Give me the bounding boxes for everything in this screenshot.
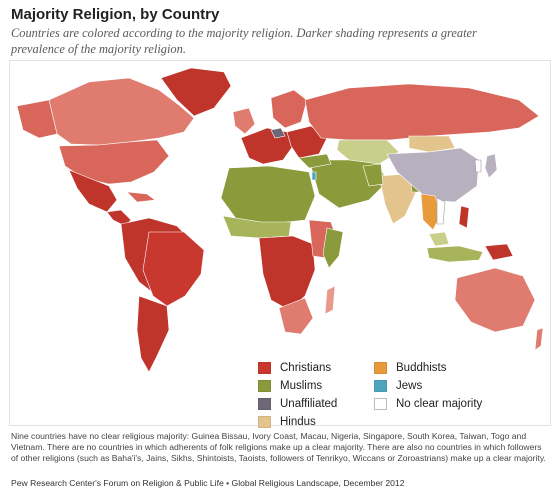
- region-brazil: [142, 231, 205, 307]
- region-southern-africa: [278, 297, 314, 335]
- map-frame: [9, 60, 551, 426]
- region-russia: [304, 83, 540, 141]
- region-vietnam: [436, 197, 446, 225]
- page-title: Majority Religion, by Country: [11, 6, 220, 23]
- region-scandinavia: [270, 89, 308, 129]
- region-north-africa: [220, 165, 316, 225]
- page-subtitle: Countries are colored according to the m…: [11, 26, 477, 56]
- source-line: Pew Research Center's Forum on Religion …: [11, 478, 405, 488]
- region-australia: [454, 267, 536, 333]
- region-israel: [311, 171, 317, 181]
- region-czech: [270, 127, 286, 139]
- region-canada: [48, 77, 195, 146]
- footnote: Nine countries have no clear religious m…: [11, 431, 546, 463]
- region-philippines: [458, 205, 470, 229]
- region-pakistan: [362, 163, 384, 187]
- region-turkey: [298, 153, 332, 169]
- region-new-zealand: [534, 327, 544, 351]
- region-korea: [474, 159, 482, 173]
- region-south-america-south: [136, 295, 170, 373]
- region-madagascar: [324, 285, 336, 315]
- region-mongolia: [408, 135, 456, 153]
- region-horn-africa: [322, 227, 344, 269]
- region-europe-west: [240, 127, 294, 165]
- region-alaska: [16, 99, 58, 139]
- region-iceland-uk: [232, 107, 256, 135]
- region-malaysia: [428, 231, 450, 247]
- region-europe-east: [286, 125, 328, 159]
- region-greenland: [160, 67, 232, 117]
- region-indonesia: [426, 245, 484, 263]
- world-map: [16, 67, 544, 373]
- region-japan: [484, 153, 498, 179]
- region-papua: [484, 243, 514, 261]
- region-central-africa: [258, 235, 316, 311]
- region-caribbean: [126, 191, 156, 203]
- region-china: [386, 147, 480, 203]
